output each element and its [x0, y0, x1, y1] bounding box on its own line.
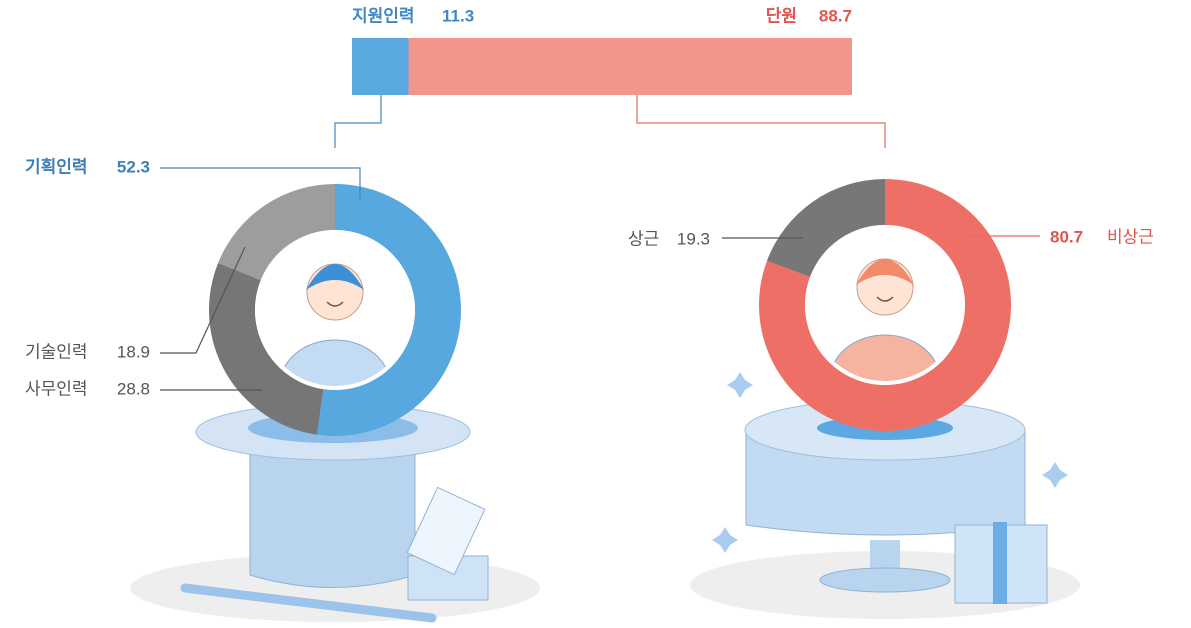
value-label: 11.3: [442, 6, 474, 25]
category-label: 비상근: [1107, 227, 1154, 246]
value-label: 52.3: [117, 157, 150, 176]
category-label: 사무인력: [25, 379, 88, 398]
value-label: 18.9: [117, 342, 150, 361]
value-label: 80.7: [1050, 227, 1083, 246]
illustration-left: [130, 404, 540, 622]
category-label: 기술인력: [25, 342, 88, 361]
category-label: 상근: [628, 229, 659, 248]
bar-top-edge: [352, 38, 409, 43]
infographic: 지원인력 11.3 단원 88.7 기획인력 52.3 사무인력 28.8 기술인력 18.9 비상…: [0, 0, 1191, 628]
bar-segment: [409, 38, 853, 95]
bar-top-edge: [409, 38, 853, 43]
legend-name: 지원인력: [352, 6, 415, 25]
category-label: 기획인력: [25, 157, 88, 176]
bar-segment: [352, 38, 409, 95]
legend-name: 단원: [766, 6, 797, 25]
value-label: 88.7: [819, 6, 852, 25]
value-label: 19.3: [677, 229, 710, 248]
value-label: 28.8: [117, 379, 150, 398]
